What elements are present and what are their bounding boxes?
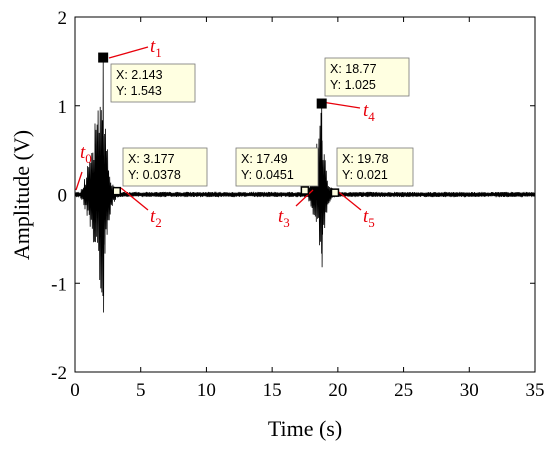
annotation-leader bbox=[109, 47, 148, 58]
annotation-leader bbox=[121, 188, 148, 210]
annotation-leader bbox=[322, 102, 360, 108]
y-tick-label: -1 bbox=[51, 274, 67, 295]
datatip-t1[interactable]: X: 2.143 Y: 1.543 bbox=[99, 53, 195, 102]
datatip-marker bbox=[317, 99, 326, 108]
annotation-label-t3: t3 bbox=[278, 206, 290, 230]
annotation-label-t1: t1 bbox=[150, 36, 162, 60]
y-tick-label: -2 bbox=[51, 363, 67, 384]
datatip-y-label: Y: 1.543 bbox=[116, 84, 162, 98]
y-tick-label: 2 bbox=[58, 8, 68, 29]
datatips: X: 2.143 Y: 1.543 X: 3.177 Y: 0.0378 X: 17.4… bbox=[99, 53, 413, 196]
annotation-label-t5: t5 bbox=[363, 206, 375, 230]
annotation-label-t0: t0 bbox=[80, 142, 92, 166]
y-axis-title: Amplitude (V) bbox=[9, 130, 34, 260]
datatip-t5[interactable]: X: 19.78 Y: 0.021 bbox=[331, 148, 413, 196]
datatip-marker bbox=[301, 187, 308, 194]
x-tick-label: 30 bbox=[460, 380, 479, 401]
annotation-label-t2: t2 bbox=[150, 206, 162, 230]
x-tick-label: 10 bbox=[197, 380, 216, 401]
annotation-leader bbox=[76, 172, 82, 190]
x-tick-label: 25 bbox=[394, 380, 413, 401]
datatip-t3[interactable]: X: 17.49 Y: 0.0451 bbox=[236, 148, 318, 194]
x-tick-label: 5 bbox=[136, 380, 146, 401]
y-tick-label: 1 bbox=[58, 97, 68, 118]
datatip-t2[interactable]: X: 3.177 Y: 0.0378 bbox=[113, 148, 207, 195]
x-tick-label: 15 bbox=[263, 380, 282, 401]
datatip-x-label: X: 2.143 bbox=[116, 68, 163, 82]
x-tick-label: 0 bbox=[70, 380, 80, 401]
annotation-label-t4: t4 bbox=[363, 100, 375, 124]
datatip-marker bbox=[113, 188, 120, 195]
datatip-y-label: Y: 0.0451 bbox=[241, 168, 294, 182]
x-tick-label: 35 bbox=[526, 380, 545, 401]
datatip-x-label: X: 18.77 bbox=[330, 62, 377, 76]
x-axis-title: Time (s) bbox=[268, 416, 342, 441]
datatip-marker bbox=[331, 189, 338, 196]
datatip-marker bbox=[99, 53, 108, 62]
y-tick-label: 0 bbox=[58, 186, 68, 207]
datatip-y-label: Y: 0.0378 bbox=[128, 168, 181, 182]
datatip-x-label: X: 3.177 bbox=[128, 152, 175, 166]
datatip-y-label: Y: 0.021 bbox=[342, 168, 388, 182]
x-tick-label: 20 bbox=[328, 380, 347, 401]
datatip-y-label: Y: 1.025 bbox=[330, 78, 376, 92]
datatip-x-label: X: 19.78 bbox=[342, 152, 389, 166]
datatip-x-label: X: 17.49 bbox=[241, 152, 288, 166]
